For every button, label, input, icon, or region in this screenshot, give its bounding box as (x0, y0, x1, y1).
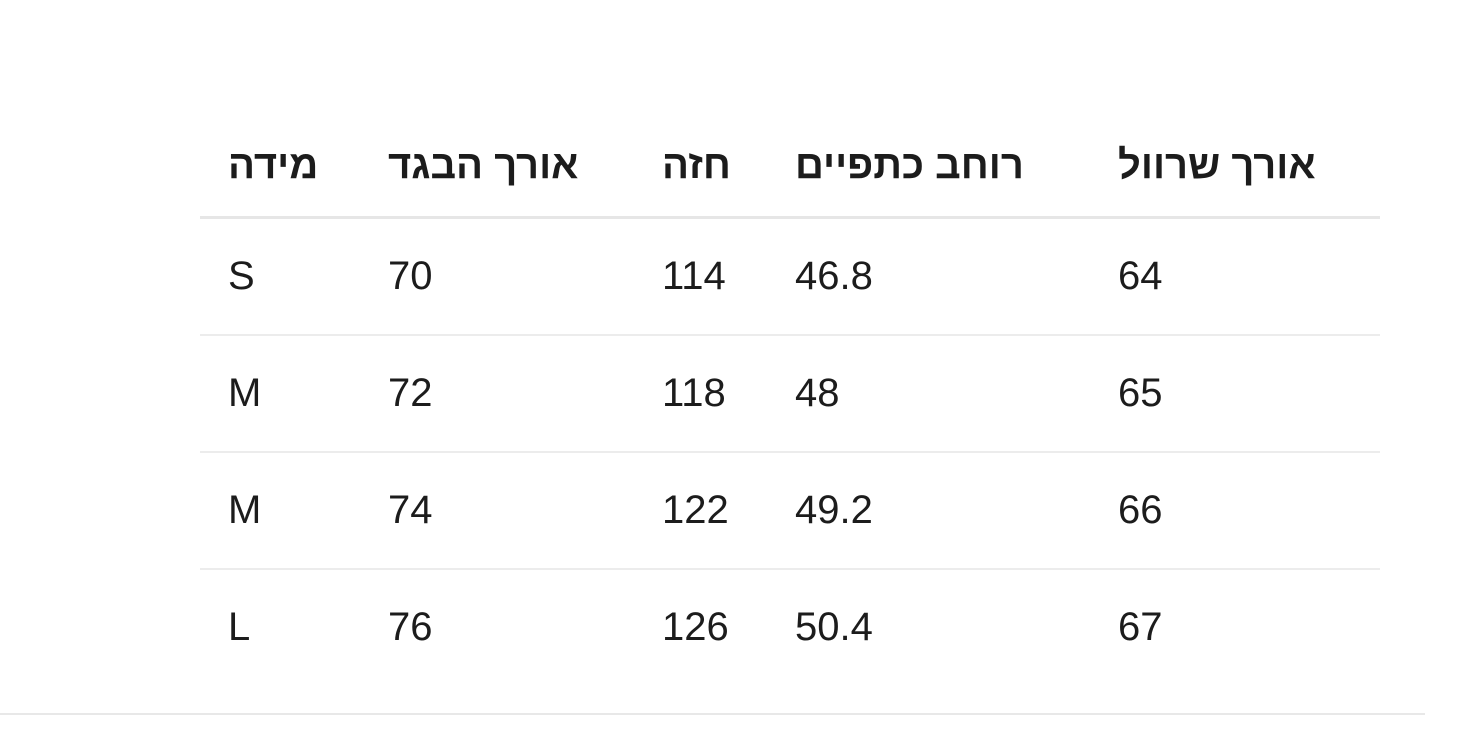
cell-garment-length: 76 (388, 605, 433, 649)
cell-size: M (200, 452, 360, 570)
header-sleeve-length: אורך שרוול (1090, 110, 1380, 219)
cell-garment-length: 72 (360, 335, 634, 453)
cell-shoulder-width: 48 (767, 335, 1090, 453)
table-row: M 74 122 49.2 66 (200, 452, 1380, 570)
cell-garment-length: 74 (360, 452, 634, 570)
header-shoulder-width: רוחב כתפיים (767, 110, 1090, 219)
cell-size: S (200, 217, 360, 336)
cell-shoulder-width: 50.4 (795, 605, 873, 649)
header-garment-length: אורך הבגד (360, 110, 634, 219)
table-row: L 76 126 50.4 67 (200, 569, 1380, 685)
cell-garment-length: 70 (360, 217, 634, 336)
cell-shoulder-width: 49.2 (767, 452, 1090, 570)
cell-chest: 118 (634, 335, 767, 453)
cell-sleeve-length: 67 (1118, 605, 1163, 649)
cell-chest: 114 (634, 217, 767, 336)
table-row: M 72 118 48 65 (200, 335, 1380, 453)
header-size: מידה (200, 110, 360, 219)
cell-chest: 126 (662, 605, 729, 649)
section-divider (0, 713, 1425, 715)
cell-size: M (200, 335, 360, 453)
table-row: S 70 114 46.8 64 (200, 217, 1380, 336)
cell-size: L (228, 605, 251, 649)
cell-chest: 122 (634, 452, 767, 570)
header-row: מידה אורך הבגד חזה רוחב כתפיים אורך שרוו… (200, 110, 1380, 219)
header-chest: חזה (634, 110, 767, 219)
cell-sleeve-length: 66 (1090, 452, 1380, 570)
cell-shoulder-width: 46.8 (767, 217, 1090, 336)
cell-sleeve-length: 64 (1090, 217, 1380, 336)
size-chart-table: מידה אורך הבגד חזה רוחב כתפיים אורך שרוו… (200, 110, 1380, 685)
cell-sleeve-length: 65 (1090, 335, 1380, 453)
